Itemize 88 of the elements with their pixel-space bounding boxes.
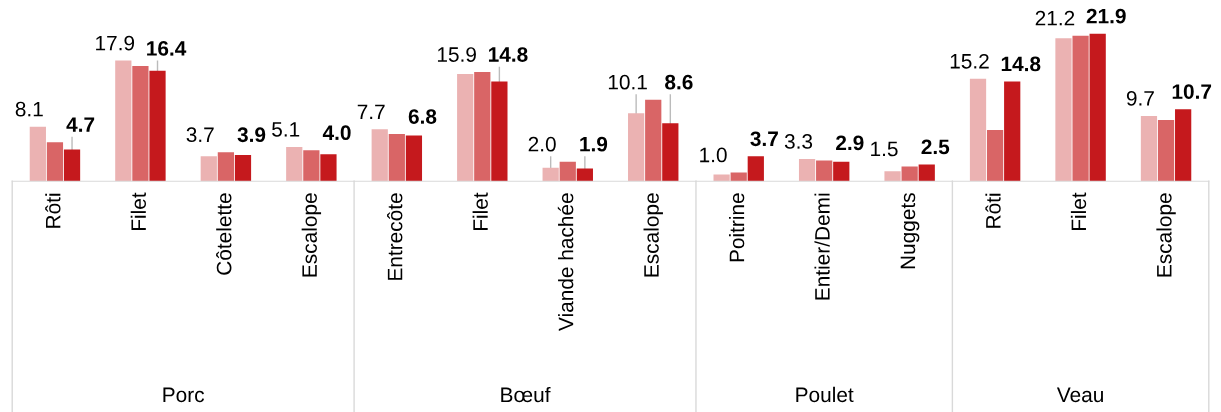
bar: [1089, 33, 1106, 182]
data-label: 2.9: [836, 135, 864, 151]
data-label: 17.9: [96, 35, 135, 51]
x-tick-label: Escalope: [1156, 193, 1176, 277]
data-label: 10.1: [608, 74, 647, 90]
x-tick-label: Escalope: [301, 193, 322, 277]
bar: [901, 166, 918, 182]
bar: [747, 156, 764, 182]
bar: [320, 154, 337, 182]
data-label: 15.2: [950, 53, 989, 69]
data-label: 3.3: [784, 134, 813, 149]
x-tick-label: Côtelette: [216, 193, 232, 275]
bar: [405, 135, 423, 182]
bar: [63, 149, 81, 182]
data-label: 3.9: [237, 127, 266, 143]
bar: [645, 99, 662, 182]
bar: [286, 146, 303, 182]
bar: [1072, 35, 1089, 182]
x-tick-label: Viande hachée: [557, 193, 574, 331]
data-label: 3.7: [750, 131, 778, 147]
bar: [542, 167, 559, 182]
data-label: 16.4: [147, 41, 187, 56]
data-label: 9.7: [1126, 90, 1154, 106]
bar: [816, 160, 833, 182]
bar: [969, 78, 987, 182]
bar: [1055, 38, 1072, 182]
bar: [217, 152, 234, 182]
x-axis-title: Bœuf: [501, 386, 551, 403]
bar: [798, 159, 816, 182]
bar: [576, 168, 593, 182]
bar: [884, 171, 901, 182]
data-label: 1.0: [700, 147, 727, 163]
data-label: 3.7: [186, 127, 214, 143]
data-label: 14.8: [1001, 56, 1041, 72]
x-tick-label: Filet: [1070, 192, 1087, 231]
x-axis-title: Porc: [163, 387, 205, 403]
data-label: 8.6: [665, 74, 693, 90]
data-label: 5.1: [272, 122, 300, 137]
bar: [987, 130, 1004, 182]
bar: [713, 174, 730, 182]
data-label: 2.0: [528, 136, 556, 152]
x-tick-label: Entrecôte: [387, 193, 403, 280]
bar: [457, 74, 474, 182]
x-tick-label: Poitrine: [728, 193, 745, 262]
data-label: 4.0: [322, 125, 351, 141]
data-label: 14.8: [488, 47, 528, 62]
bar: [628, 113, 645, 182]
x-axis-title: Veau: [1056, 387, 1103, 403]
data-label: 8.1: [15, 101, 43, 117]
bar: [662, 123, 679, 182]
bar: [730, 172, 747, 182]
bar: [132, 66, 149, 182]
x-tick-label: Escalope: [643, 193, 663, 277]
bar: [303, 150, 320, 182]
data-label: 21.9: [1086, 8, 1126, 24]
bar: [491, 81, 508, 182]
bar: [1004, 81, 1021, 182]
data-label: 1.5: [871, 141, 898, 157]
bar: [29, 126, 46, 182]
x-tick-label: Nuggets: [900, 193, 920, 269]
bar: [1157, 119, 1175, 182]
bar: [388, 134, 405, 182]
bar: [559, 161, 576, 182]
x-tick-label: Filet: [472, 192, 488, 231]
x-tick-label: Entier/Demi: [814, 193, 830, 300]
bar: [149, 70, 166, 182]
bar: [918, 164, 935, 182]
data-label: 10.7: [1172, 84, 1212, 99]
bar: [234, 154, 252, 182]
x-tick-label: Rôti: [985, 193, 1001, 228]
x-axis-title: Poulet: [796, 386, 854, 403]
bar: [1140, 115, 1158, 182]
data-label: 15.9: [437, 47, 476, 62]
bar: [833, 161, 850, 182]
bar: [1175, 109, 1192, 182]
bar: [46, 142, 64, 182]
data-label: 4.7: [66, 117, 95, 132]
bar: [200, 156, 217, 182]
bar: [474, 72, 491, 182]
data-label: 2.5: [921, 139, 950, 155]
x-tick-label: Rôti: [45, 193, 61, 228]
bar: [115, 60, 132, 182]
data-label: 6.8: [408, 109, 437, 124]
data-label: 7.7: [357, 104, 385, 119]
data-label: 21.2: [1035, 10, 1075, 26]
data-label: 1.9: [580, 136, 608, 152]
x-tick-label: Filet: [130, 192, 147, 231]
bar: [371, 129, 388, 182]
